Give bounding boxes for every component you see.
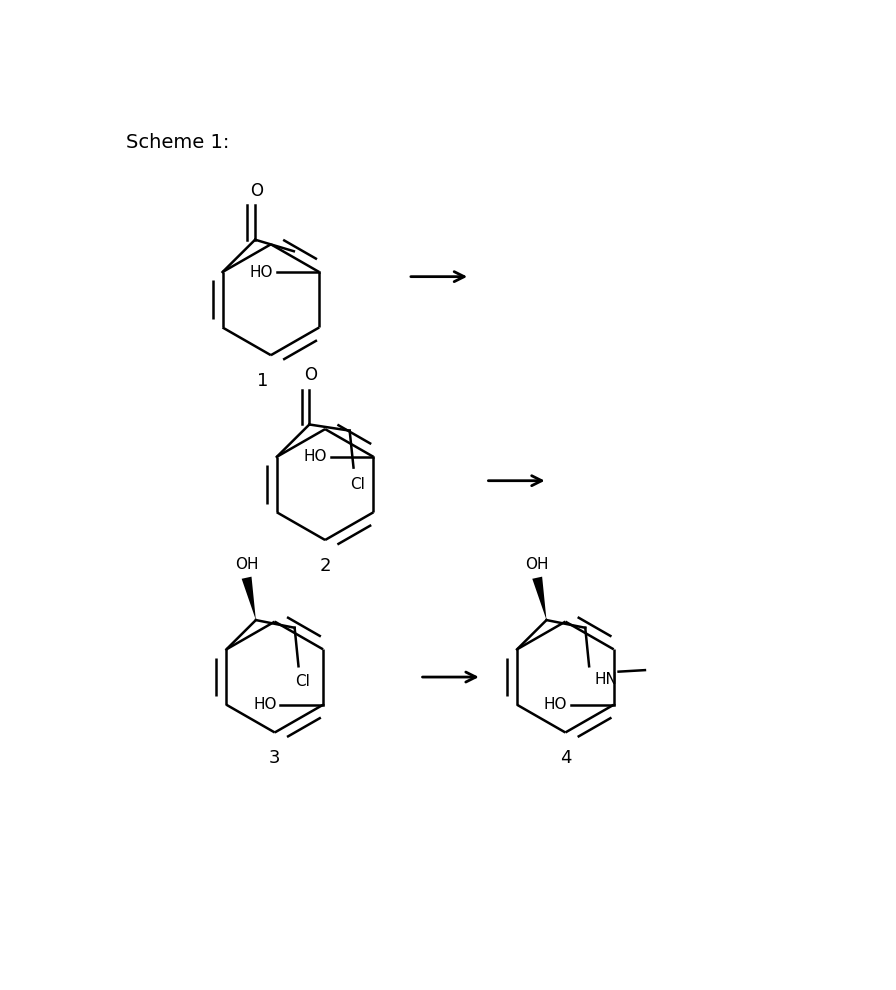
Text: HO: HO <box>544 697 567 712</box>
Polygon shape <box>242 576 256 620</box>
Text: HO: HO <box>253 697 277 712</box>
Text: HN: HN <box>595 672 617 687</box>
Text: 2: 2 <box>319 557 331 575</box>
Text: Cl: Cl <box>295 674 310 689</box>
Text: OH: OH <box>525 556 549 571</box>
Text: 4: 4 <box>560 749 571 767</box>
Text: OH: OH <box>235 556 258 571</box>
Text: HO: HO <box>304 449 327 464</box>
Text: Scheme 1:: Scheme 1: <box>126 133 229 151</box>
Polygon shape <box>532 576 547 620</box>
Text: HO: HO <box>249 264 272 279</box>
Text: Cl: Cl <box>350 477 365 492</box>
Text: O: O <box>250 181 263 200</box>
Text: 3: 3 <box>269 749 280 767</box>
Text: 1: 1 <box>257 372 269 390</box>
Text: O: O <box>305 366 317 384</box>
